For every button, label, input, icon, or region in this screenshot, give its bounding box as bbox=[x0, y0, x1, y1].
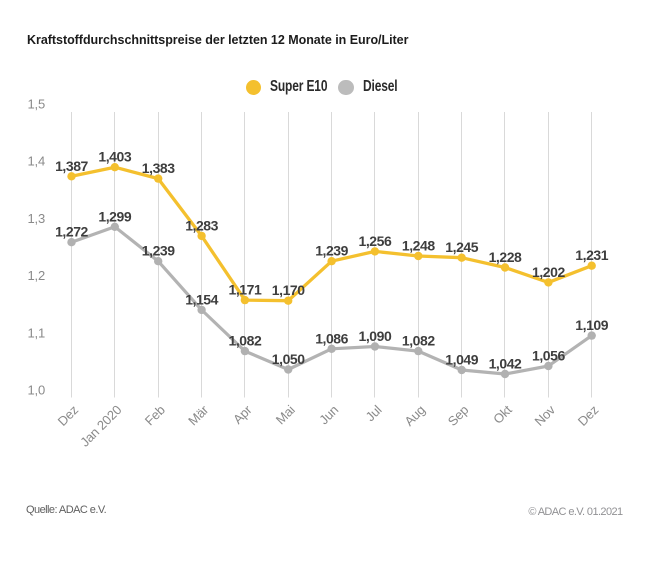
svg-text:1,042: 1,042 bbox=[489, 356, 522, 372]
svg-text:1,154: 1,154 bbox=[185, 291, 218, 307]
svg-text:1,202: 1,202 bbox=[532, 264, 565, 280]
svg-text:1,245: 1,245 bbox=[445, 239, 478, 255]
svg-text:Aug: Aug bbox=[401, 402, 428, 429]
svg-text:Mai: Mai bbox=[273, 402, 298, 427]
svg-text:Sep: Sep bbox=[445, 402, 472, 429]
svg-text:Jan 2020: Jan 2020 bbox=[77, 402, 124, 449]
svg-text:Okt: Okt bbox=[490, 402, 515, 427]
svg-text:1,231: 1,231 bbox=[575, 247, 608, 263]
svg-text:1,2: 1,2 bbox=[28, 268, 45, 283]
svg-text:1,239: 1,239 bbox=[315, 243, 348, 259]
svg-text:1,090: 1,090 bbox=[359, 328, 392, 344]
svg-text:1,1: 1,1 bbox=[28, 325, 45, 340]
svg-text:1,3: 1,3 bbox=[28, 211, 45, 226]
svg-text:1,171: 1,171 bbox=[229, 282, 262, 298]
svg-text:1,403: 1,403 bbox=[98, 149, 131, 165]
svg-text:Apr: Apr bbox=[230, 402, 255, 427]
svg-text:1,256: 1,256 bbox=[359, 233, 392, 249]
svg-text:1,387: 1,387 bbox=[55, 158, 88, 174]
svg-text:1,049: 1,049 bbox=[445, 352, 478, 368]
svg-text:1,4: 1,4 bbox=[28, 154, 45, 169]
svg-text:Nov: Nov bbox=[531, 402, 558, 429]
svg-text:1,056: 1,056 bbox=[532, 348, 565, 364]
svg-text:1,248: 1,248 bbox=[402, 238, 435, 254]
svg-text:Dez: Dez bbox=[55, 402, 82, 429]
svg-text:1,170: 1,170 bbox=[272, 282, 305, 298]
svg-text:1,082: 1,082 bbox=[402, 333, 435, 349]
svg-text:1,0: 1,0 bbox=[28, 383, 45, 398]
svg-text:1,228: 1,228 bbox=[489, 249, 522, 265]
svg-text:Feb: Feb bbox=[142, 402, 168, 428]
svg-text:1,383: 1,383 bbox=[142, 160, 175, 176]
svg-text:Dez: Dez bbox=[575, 402, 602, 429]
svg-text:Mär: Mär bbox=[185, 402, 212, 429]
svg-text:1,5: 1,5 bbox=[28, 96, 45, 111]
svg-text:1,050: 1,050 bbox=[272, 351, 305, 367]
svg-text:Jun: Jun bbox=[316, 402, 341, 427]
svg-text:1,082: 1,082 bbox=[229, 333, 262, 349]
svg-text:1,086: 1,086 bbox=[315, 330, 348, 346]
svg-text:1,283: 1,283 bbox=[185, 217, 218, 233]
svg-text:1,299: 1,299 bbox=[98, 208, 131, 224]
svg-text:Jul: Jul bbox=[363, 402, 385, 424]
svg-text:1,272: 1,272 bbox=[55, 224, 88, 240]
svg-text:1,239: 1,239 bbox=[142, 243, 175, 259]
svg-text:1,109: 1,109 bbox=[575, 317, 608, 333]
